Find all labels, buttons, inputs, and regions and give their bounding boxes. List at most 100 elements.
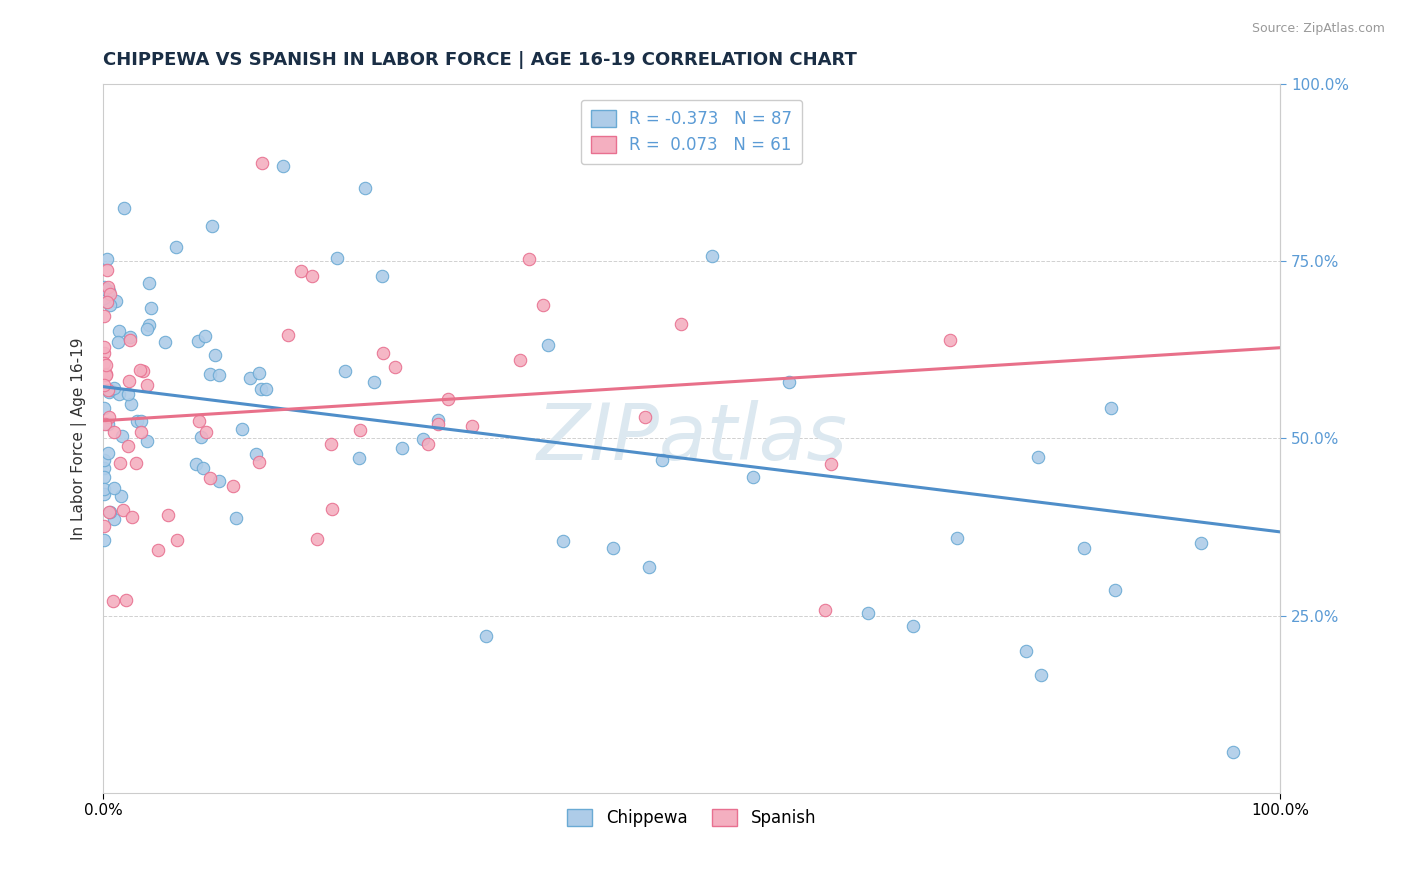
Point bbox=[96, 262, 118, 277]
Point bbox=[97, 417, 120, 431]
Point bbox=[1099, 401, 1122, 416]
Point bbox=[110, 489, 132, 503]
Point bbox=[349, 450, 371, 465]
Point bbox=[112, 201, 135, 215]
Point bbox=[856, 606, 879, 620]
Point bbox=[553, 533, 575, 548]
Point bbox=[94, 417, 117, 432]
Point bbox=[188, 414, 211, 428]
Point bbox=[321, 437, 343, 451]
Point bbox=[93, 533, 115, 547]
Point bbox=[93, 401, 115, 416]
Point bbox=[93, 452, 115, 467]
Point bbox=[602, 541, 624, 556]
Point bbox=[363, 375, 385, 389]
Point bbox=[115, 593, 138, 607]
Point bbox=[93, 279, 115, 293]
Text: Source: ZipAtlas.com: Source: ZipAtlas.com bbox=[1251, 22, 1385, 36]
Point bbox=[742, 470, 765, 484]
Point bbox=[93, 487, 115, 501]
Point bbox=[222, 479, 245, 493]
Y-axis label: In Labor Force | Age 16-19: In Labor Force | Age 16-19 bbox=[72, 337, 87, 540]
Point bbox=[254, 382, 277, 396]
Point bbox=[537, 338, 560, 352]
Point bbox=[814, 603, 837, 617]
Point bbox=[118, 329, 141, 343]
Point bbox=[1015, 643, 1038, 657]
Point bbox=[1031, 668, 1053, 682]
Point bbox=[97, 280, 120, 294]
Point bbox=[651, 453, 673, 467]
Point bbox=[93, 461, 115, 475]
Point bbox=[426, 417, 449, 432]
Point bbox=[509, 353, 531, 368]
Point bbox=[1222, 745, 1244, 759]
Point bbox=[117, 387, 139, 401]
Point bbox=[120, 333, 142, 347]
Point bbox=[669, 317, 692, 331]
Point bbox=[104, 293, 127, 308]
Point bbox=[138, 277, 160, 291]
Point bbox=[335, 364, 357, 378]
Point bbox=[184, 457, 207, 471]
Point bbox=[97, 383, 120, 397]
Point bbox=[946, 531, 969, 545]
Point bbox=[103, 482, 125, 496]
Point bbox=[98, 505, 121, 519]
Point bbox=[93, 340, 115, 354]
Point bbox=[194, 425, 217, 439]
Point bbox=[391, 442, 413, 456]
Point bbox=[204, 348, 226, 362]
Point bbox=[475, 629, 498, 643]
Point bbox=[103, 381, 125, 395]
Point bbox=[94, 282, 117, 296]
Point bbox=[97, 446, 120, 460]
Point bbox=[427, 413, 450, 427]
Point bbox=[225, 511, 247, 525]
Point bbox=[190, 430, 212, 444]
Point bbox=[198, 471, 221, 485]
Point bbox=[128, 362, 150, 376]
Point bbox=[208, 368, 231, 383]
Point bbox=[231, 422, 253, 436]
Point bbox=[108, 387, 131, 401]
Point bbox=[103, 425, 125, 439]
Point bbox=[96, 295, 118, 310]
Point bbox=[239, 371, 262, 385]
Point bbox=[94, 367, 117, 381]
Point bbox=[307, 533, 329, 547]
Point bbox=[1104, 582, 1126, 597]
Point bbox=[165, 240, 187, 254]
Point bbox=[93, 291, 115, 305]
Point bbox=[136, 378, 159, 392]
Text: ZIPatlas: ZIPatlas bbox=[536, 401, 848, 476]
Point bbox=[153, 335, 176, 350]
Point bbox=[271, 159, 294, 173]
Point bbox=[108, 456, 131, 470]
Point bbox=[939, 333, 962, 347]
Point bbox=[437, 392, 460, 406]
Point bbox=[634, 410, 657, 425]
Point bbox=[146, 543, 169, 558]
Point bbox=[101, 593, 124, 607]
Point bbox=[139, 301, 162, 316]
Point bbox=[93, 356, 115, 370]
Point bbox=[700, 249, 723, 263]
Point bbox=[325, 251, 347, 265]
Point bbox=[93, 310, 115, 324]
Point bbox=[277, 327, 299, 342]
Point bbox=[136, 434, 159, 449]
Point bbox=[321, 502, 343, 516]
Point bbox=[250, 156, 273, 170]
Point bbox=[207, 475, 229, 489]
Point bbox=[138, 318, 160, 333]
Point bbox=[93, 346, 115, 360]
Point bbox=[111, 429, 134, 443]
Point bbox=[371, 346, 394, 360]
Point bbox=[156, 508, 179, 522]
Point bbox=[903, 619, 925, 633]
Point bbox=[384, 360, 406, 375]
Point bbox=[1189, 536, 1212, 550]
Point bbox=[820, 457, 842, 471]
Point bbox=[97, 410, 120, 425]
